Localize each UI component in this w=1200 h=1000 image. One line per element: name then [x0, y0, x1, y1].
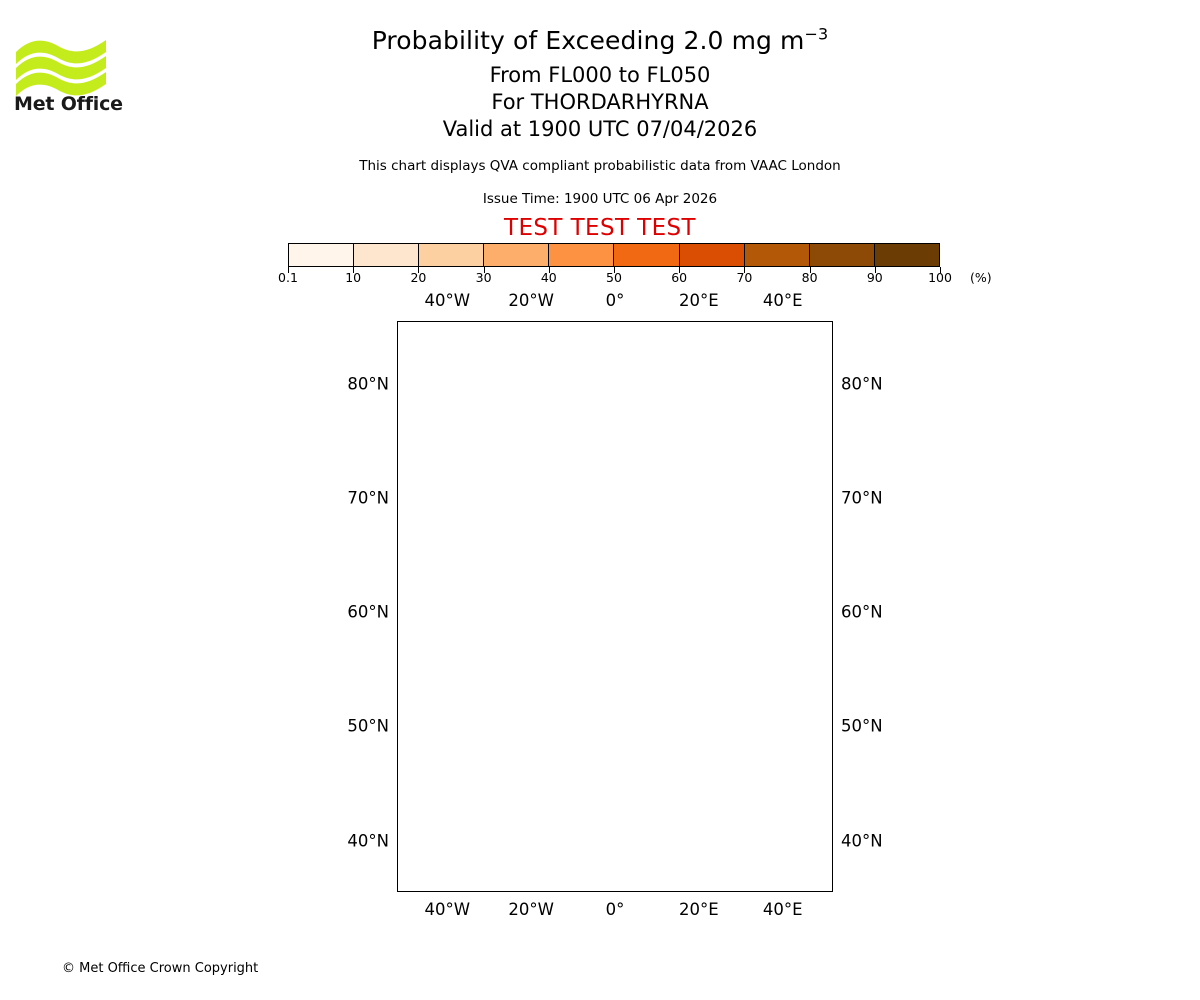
lon-label-bottom-40°W: 40°W: [424, 900, 471, 919]
colorbar-label-60: 60: [671, 270, 688, 285]
colorbar-label-50: 50: [606, 270, 622, 285]
lat-label-left-40°N: 40°N: [347, 831, 389, 851]
colorbar-tick-0.1: [288, 267, 289, 273]
probability-colorbar: [288, 243, 940, 267]
colorbar-tick-50: [614, 267, 615, 273]
lon-label-bottom-20°W: 20°W: [508, 900, 554, 919]
logo-text: Met Office: [14, 93, 123, 114]
lon-label-top-40°E: 40°E: [762, 291, 803, 310]
issue-time: Issue Time: 1900 UTC 06 Apr 2026: [482, 191, 718, 207]
colorbar-swatch-6: [678, 244, 744, 266]
lat-label-right-40°N: 40°N: [841, 831, 883, 851]
lat-label-left-50°N: 50°N: [347, 716, 389, 736]
map-frame: [397, 321, 833, 892]
colorbar-swatch-2: [418, 244, 484, 266]
colorbar-tick-40: [548, 267, 550, 273]
colorbar-label-100: 100: [928, 270, 952, 285]
test-banner: TEST TEST TEST: [504, 215, 696, 241]
flight-level-subtitle: From FL000 to FL050: [489, 63, 711, 87]
colorbar-swatch-0: [289, 244, 354, 266]
colorbar-unit-label: (%): [970, 270, 992, 285]
colorbar-tick-80: [809, 267, 811, 273]
colorbar-swatch-4: [548, 244, 614, 266]
lat-label-right-80°N: 80°N: [841, 374, 883, 394]
colorbar-tick-labels: 0.1 10 20 30 40 50 60 70 80 90 100: [0, 270, 1200, 288]
colorbar-swatch-7: [743, 244, 809, 266]
colorbar-swatch-8: [808, 244, 874, 266]
colorbar-label-10: 10: [345, 270, 362, 285]
met-office-logo: Met Office: [14, 22, 124, 114]
lon-label-bottom-20°E: 20°E: [679, 900, 719, 919]
colorbar-tick-30: [483, 267, 485, 273]
lat-label-right-50°N: 50°N: [841, 716, 883, 736]
colorbar-swatch-9: [873, 244, 939, 266]
colorbar-tick-100: [940, 267, 941, 273]
chart-title: Probability of Exceeding 2.0 mg m−3: [0, 26, 1200, 56]
colorbar-label-20: 20: [410, 270, 427, 285]
lon-label-bottom-0°: 0°: [605, 900, 625, 919]
colorbar-tick-20: [418, 267, 420, 273]
valid-time-subtitle: Valid at 1900 UTC 07/04/2026: [442, 117, 758, 141]
lat-label-left-80°N: 80°N: [347, 374, 389, 394]
colorbar-ticks: [288, 267, 941, 279]
colorbar-swatch-3: [483, 244, 549, 266]
lon-label-top-20°W: 20°W: [508, 291, 554, 310]
lat-label-right-70°N: 70°N: [841, 488, 883, 508]
lat-label-left-60°N: 60°N: [347, 602, 389, 622]
lon-label-top-20°E: 20°E: [679, 291, 719, 310]
colorbar-label-90: 90: [866, 270, 883, 285]
colorbar-label-70: 70: [736, 270, 753, 285]
colorbar-label-0.1: 0.1: [278, 270, 298, 285]
colorbar-swatches: [288, 243, 940, 267]
colorbar-swatch-5: [613, 244, 679, 266]
chart-title-text: Probability of Exceeding 2.0 mg m: [371, 26, 805, 55]
colorbar-swatch-1: [353, 244, 419, 266]
colorbar-tick-60: [679, 267, 681, 273]
lat-label-right-60°N: 60°N: [841, 602, 883, 622]
colorbar-label-40: 40: [540, 270, 557, 285]
map-plot-area: [397, 321, 833, 892]
colorbar-tick-10: [353, 267, 355, 273]
lat-label-left-70°N: 70°N: [347, 488, 389, 508]
chart-title-exponent: −3: [804, 24, 829, 44]
copyright-text: © Met Office Crown Copyright: [62, 961, 259, 976]
colorbar-label-30: 30: [475, 270, 492, 285]
qva-note: This chart displays QVA compliant probab…: [359, 158, 841, 174]
lon-label-top-0°: 0°: [605, 291, 625, 310]
lon-label-bottom-40°E: 40°E: [762, 900, 803, 919]
colorbar-label-80: 80: [801, 270, 818, 285]
colorbar-tick-90: [874, 267, 876, 273]
colorbar-tick-70: [744, 267, 746, 273]
lon-label-top-40°W: 40°W: [424, 291, 471, 310]
volcano-subtitle: For THORDARHYRNA: [491, 90, 709, 114]
